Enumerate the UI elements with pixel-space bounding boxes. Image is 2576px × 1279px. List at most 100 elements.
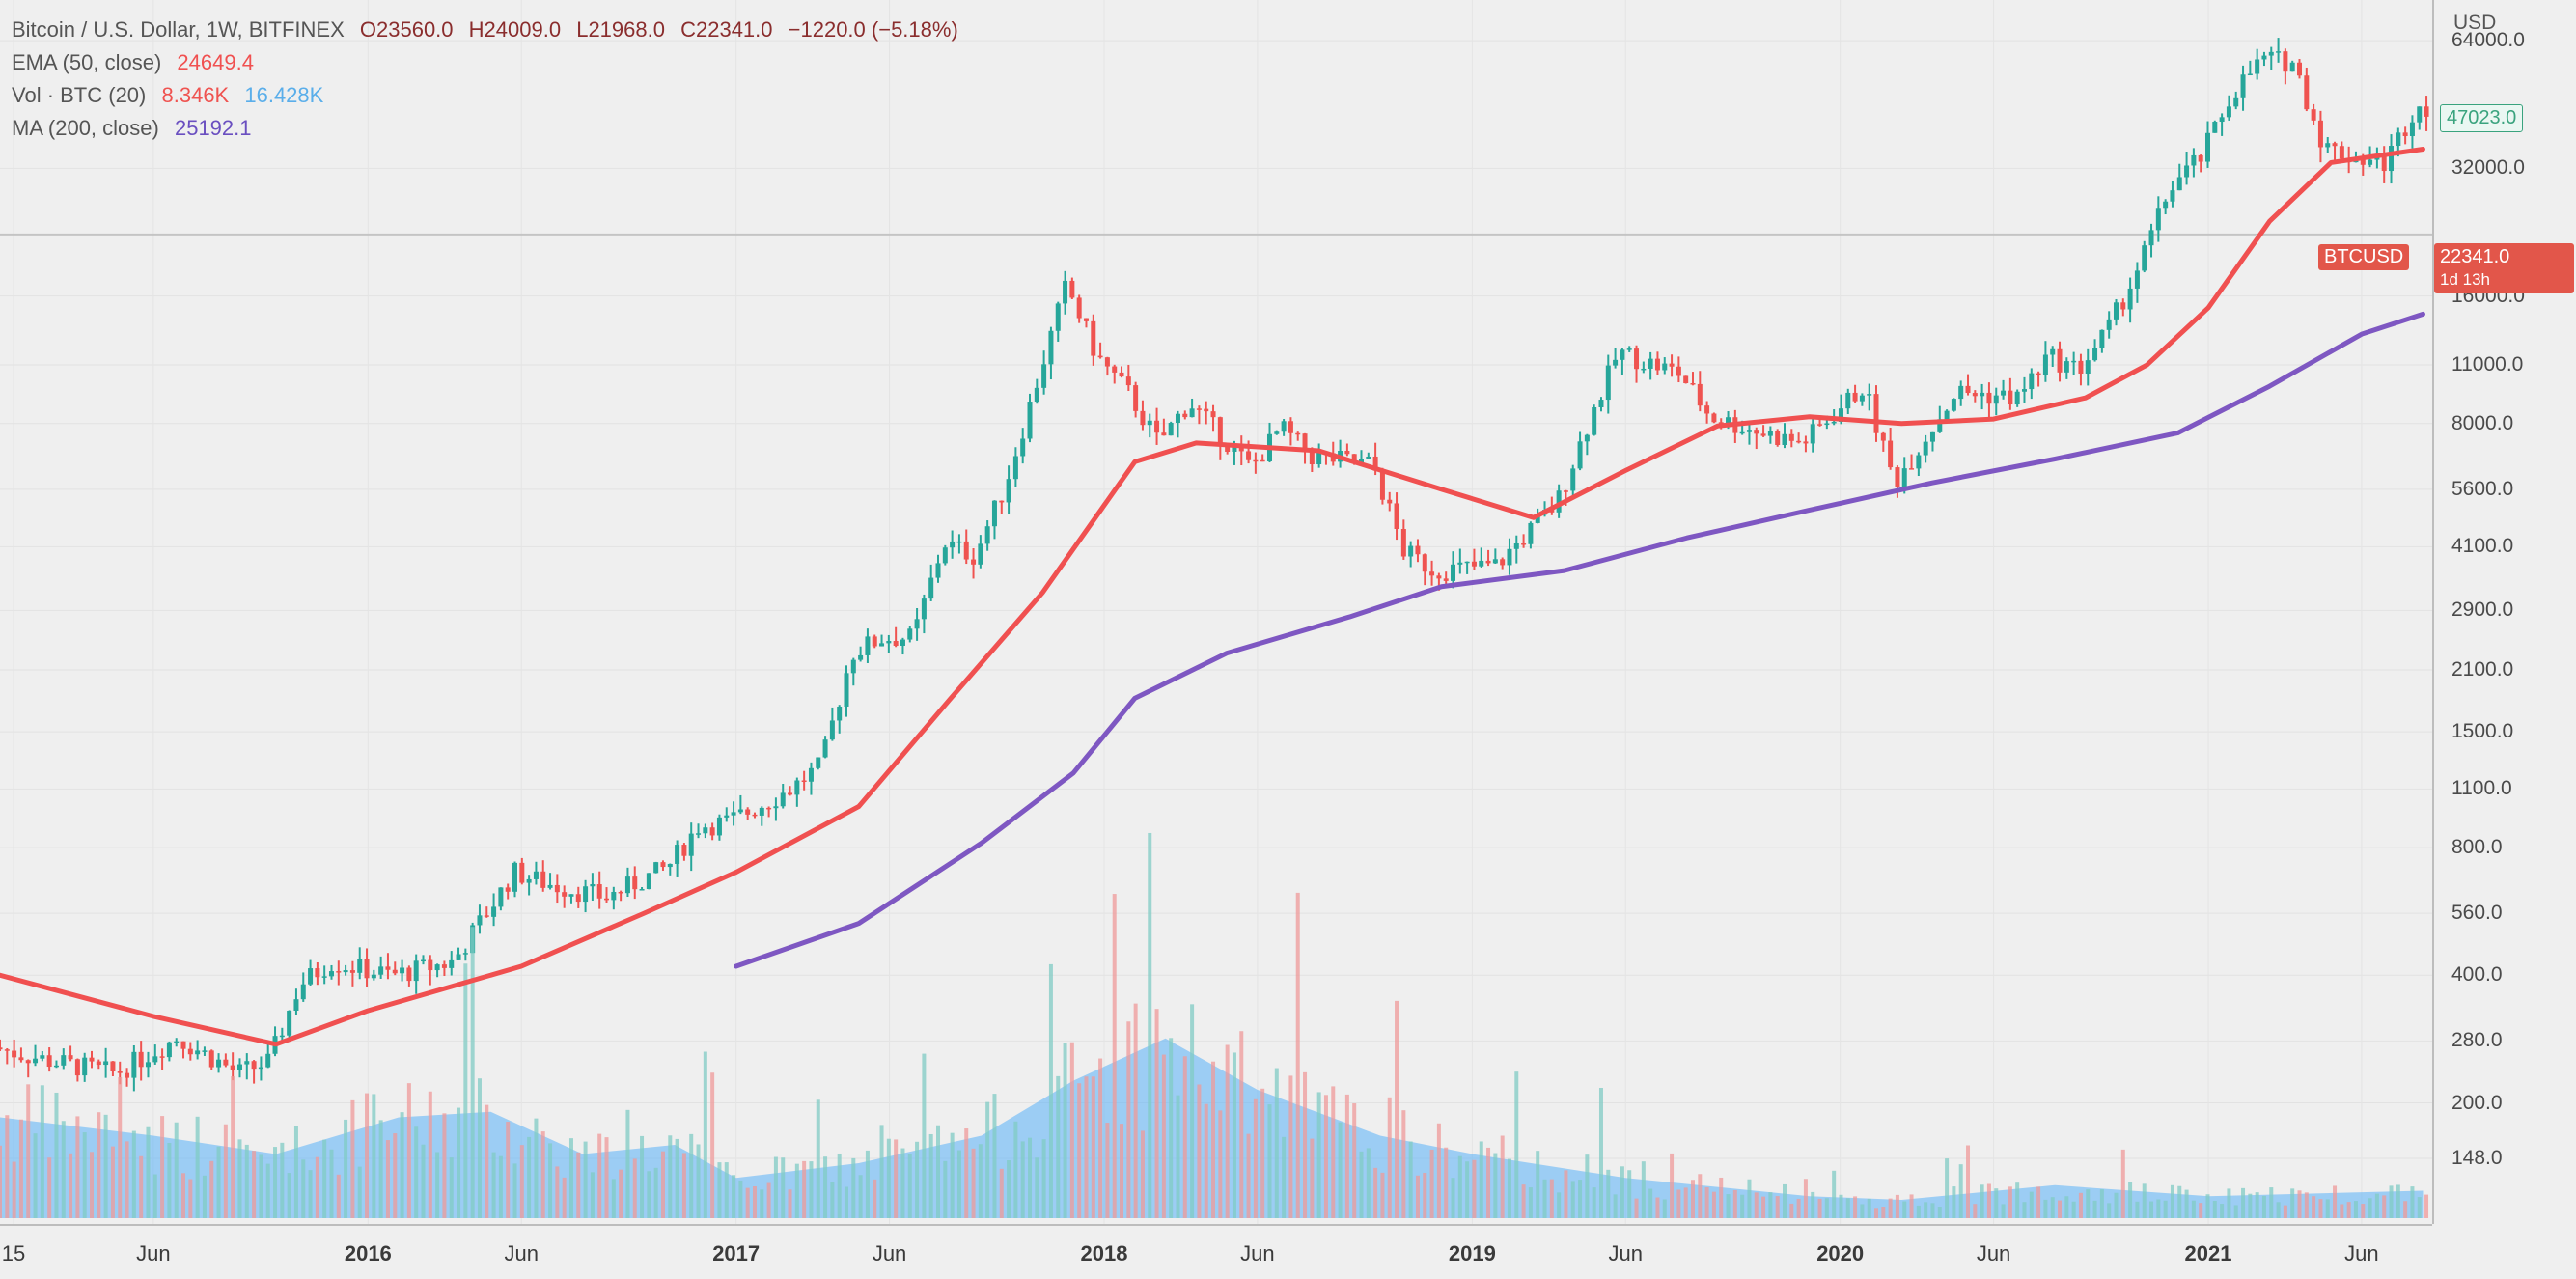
candle-body (1161, 432, 1167, 436)
volume-bar (1783, 1183, 1787, 1218)
candle-body (1895, 467, 1900, 487)
volume-bar (2050, 1197, 2055, 1218)
candle-body (1422, 554, 1427, 572)
volume-bar (583, 1141, 588, 1218)
candle-body (477, 915, 483, 926)
candle-body (1238, 446, 1244, 452)
volume-bar (1310, 1138, 1315, 1218)
candle-body (2311, 109, 2316, 121)
volume-bar (668, 1135, 673, 1218)
volume-bar (265, 1163, 270, 1218)
time-tick-label: Jun (136, 1241, 171, 1265)
volume-bar (1902, 1201, 1907, 1218)
candle-body (456, 954, 461, 960)
time-axis[interactable]: 15 Jun 2016 Jun 2017 Jun 2018 Jun 2019 Jun 2020 Jun… (0, 1224, 2432, 1279)
candle-body (1570, 468, 1576, 491)
volume-bar (745, 1187, 750, 1218)
candle-body (963, 541, 969, 560)
volume-bar (907, 1154, 912, 1218)
symbol-info-row[interactable]: Bitcoin / U.S. Dollar, 1W, BITFINEX O235… (12, 14, 968, 46)
volume-bar (1359, 1151, 1364, 1218)
candle-body (942, 547, 948, 564)
volume-bar (2325, 1199, 2330, 1218)
candle-body (724, 815, 730, 818)
volume-bar (1670, 1153, 1675, 1218)
price-axis[interactable]: USD 64000.0 32000.0 16000.0 11000.0 8000.0 56… (2432, 0, 2576, 1224)
volume-bar (1817, 1198, 1822, 1218)
candle-body (462, 953, 468, 955)
candle-body (2409, 122, 2415, 137)
volume-bar (2156, 1199, 2161, 1218)
price-tick-label: 2900.0 (2451, 598, 2514, 622)
candle-body (2325, 143, 2331, 148)
volume-bar (1564, 1170, 1568, 1218)
volume-bar (1316, 1092, 1321, 1218)
volume-bar (2304, 1192, 2309, 1218)
volume-bar (1197, 1084, 1202, 1218)
candle-body (2389, 146, 2395, 172)
candle-body (1041, 364, 1047, 388)
ma-legend-row[interactable]: MA (200, close) 25192.1 (12, 112, 968, 145)
candle-body (1909, 468, 1915, 470)
volume-bar (2078, 1192, 2083, 1218)
volume-bar (33, 1133, 38, 1218)
chart-pane[interactable]: Bitcoin / U.S. Dollar, 1W, BITFINEX O235… (0, 0, 2432, 1224)
volume-bar (773, 1156, 778, 1218)
candle-body (653, 862, 659, 874)
volume-bar (681, 1153, 686, 1218)
volume-bar (1154, 1009, 1159, 1218)
candle-body (1831, 421, 1837, 424)
volume-bar (1373, 1167, 1378, 1218)
volume-bar (1627, 1170, 1632, 1218)
candle-body (1400, 529, 1406, 557)
candle-body (844, 673, 849, 707)
volume-bar (2290, 1188, 2295, 1218)
candle-body (2402, 132, 2408, 137)
volume-bar (766, 1182, 771, 1218)
candle-body (174, 1041, 180, 1043)
ema-legend-row[interactable]: EMA (50, close) 24649.4 (12, 46, 968, 79)
volume-bar (2417, 1197, 2422, 1218)
candle-body (596, 884, 602, 899)
volume-bar (936, 1125, 941, 1218)
candle-body (1020, 438, 1026, 457)
candle-body (1901, 468, 1907, 487)
volume-bar (167, 1142, 172, 1218)
current-price-tag: 22341.0 1d 13h (2434, 243, 2574, 293)
volume-bar (823, 1156, 828, 1218)
candle-body (1549, 510, 1555, 513)
volume-bar (985, 1101, 990, 1218)
symbol-title[interactable]: Bitcoin / U.S. Dollar, 1W, BITFINEX (12, 17, 345, 42)
price-chart[interactable] (0, 0, 2432, 1224)
candle-body (1443, 578, 1449, 581)
candle-body (1556, 490, 1562, 513)
candle-body (279, 1035, 285, 1038)
candle-body (2092, 348, 2098, 361)
price-tick-label: 1500.0 (2451, 720, 2514, 743)
candle-body (1274, 431, 1280, 434)
current-price-value: 22341.0 (2440, 246, 2510, 267)
candle-body (195, 1050, 201, 1055)
volume-bar (900, 1148, 905, 1218)
volume-legend-row[interactable]: Vol · BTC (20) 8.346K 16.428K (12, 79, 968, 112)
volume-bar (2205, 1194, 2210, 1218)
candle-body (808, 767, 814, 782)
candle-body (688, 833, 694, 856)
candle-body (2106, 319, 2112, 330)
volume-bar (1853, 1196, 1858, 1218)
volume-bar (1323, 1095, 1328, 1218)
volume-bar (414, 1126, 419, 1218)
candle-body (1803, 441, 1809, 444)
candle-body (1204, 408, 1209, 412)
volume-bar (1140, 1130, 1145, 1218)
candle-body (1916, 455, 1922, 469)
volume-bar (2029, 1191, 2034, 1218)
volume-bar (1986, 1183, 1991, 1218)
volume-bar (1536, 1151, 1540, 1218)
candle-body (2008, 390, 2013, 405)
candle-body (2332, 143, 2338, 147)
volume-bar (1811, 1191, 1815, 1218)
volume-bar (1148, 832, 1152, 1218)
price-tick-label: 2100.0 (2451, 657, 2514, 681)
price-tick-label: 560.0 (2451, 902, 2503, 925)
